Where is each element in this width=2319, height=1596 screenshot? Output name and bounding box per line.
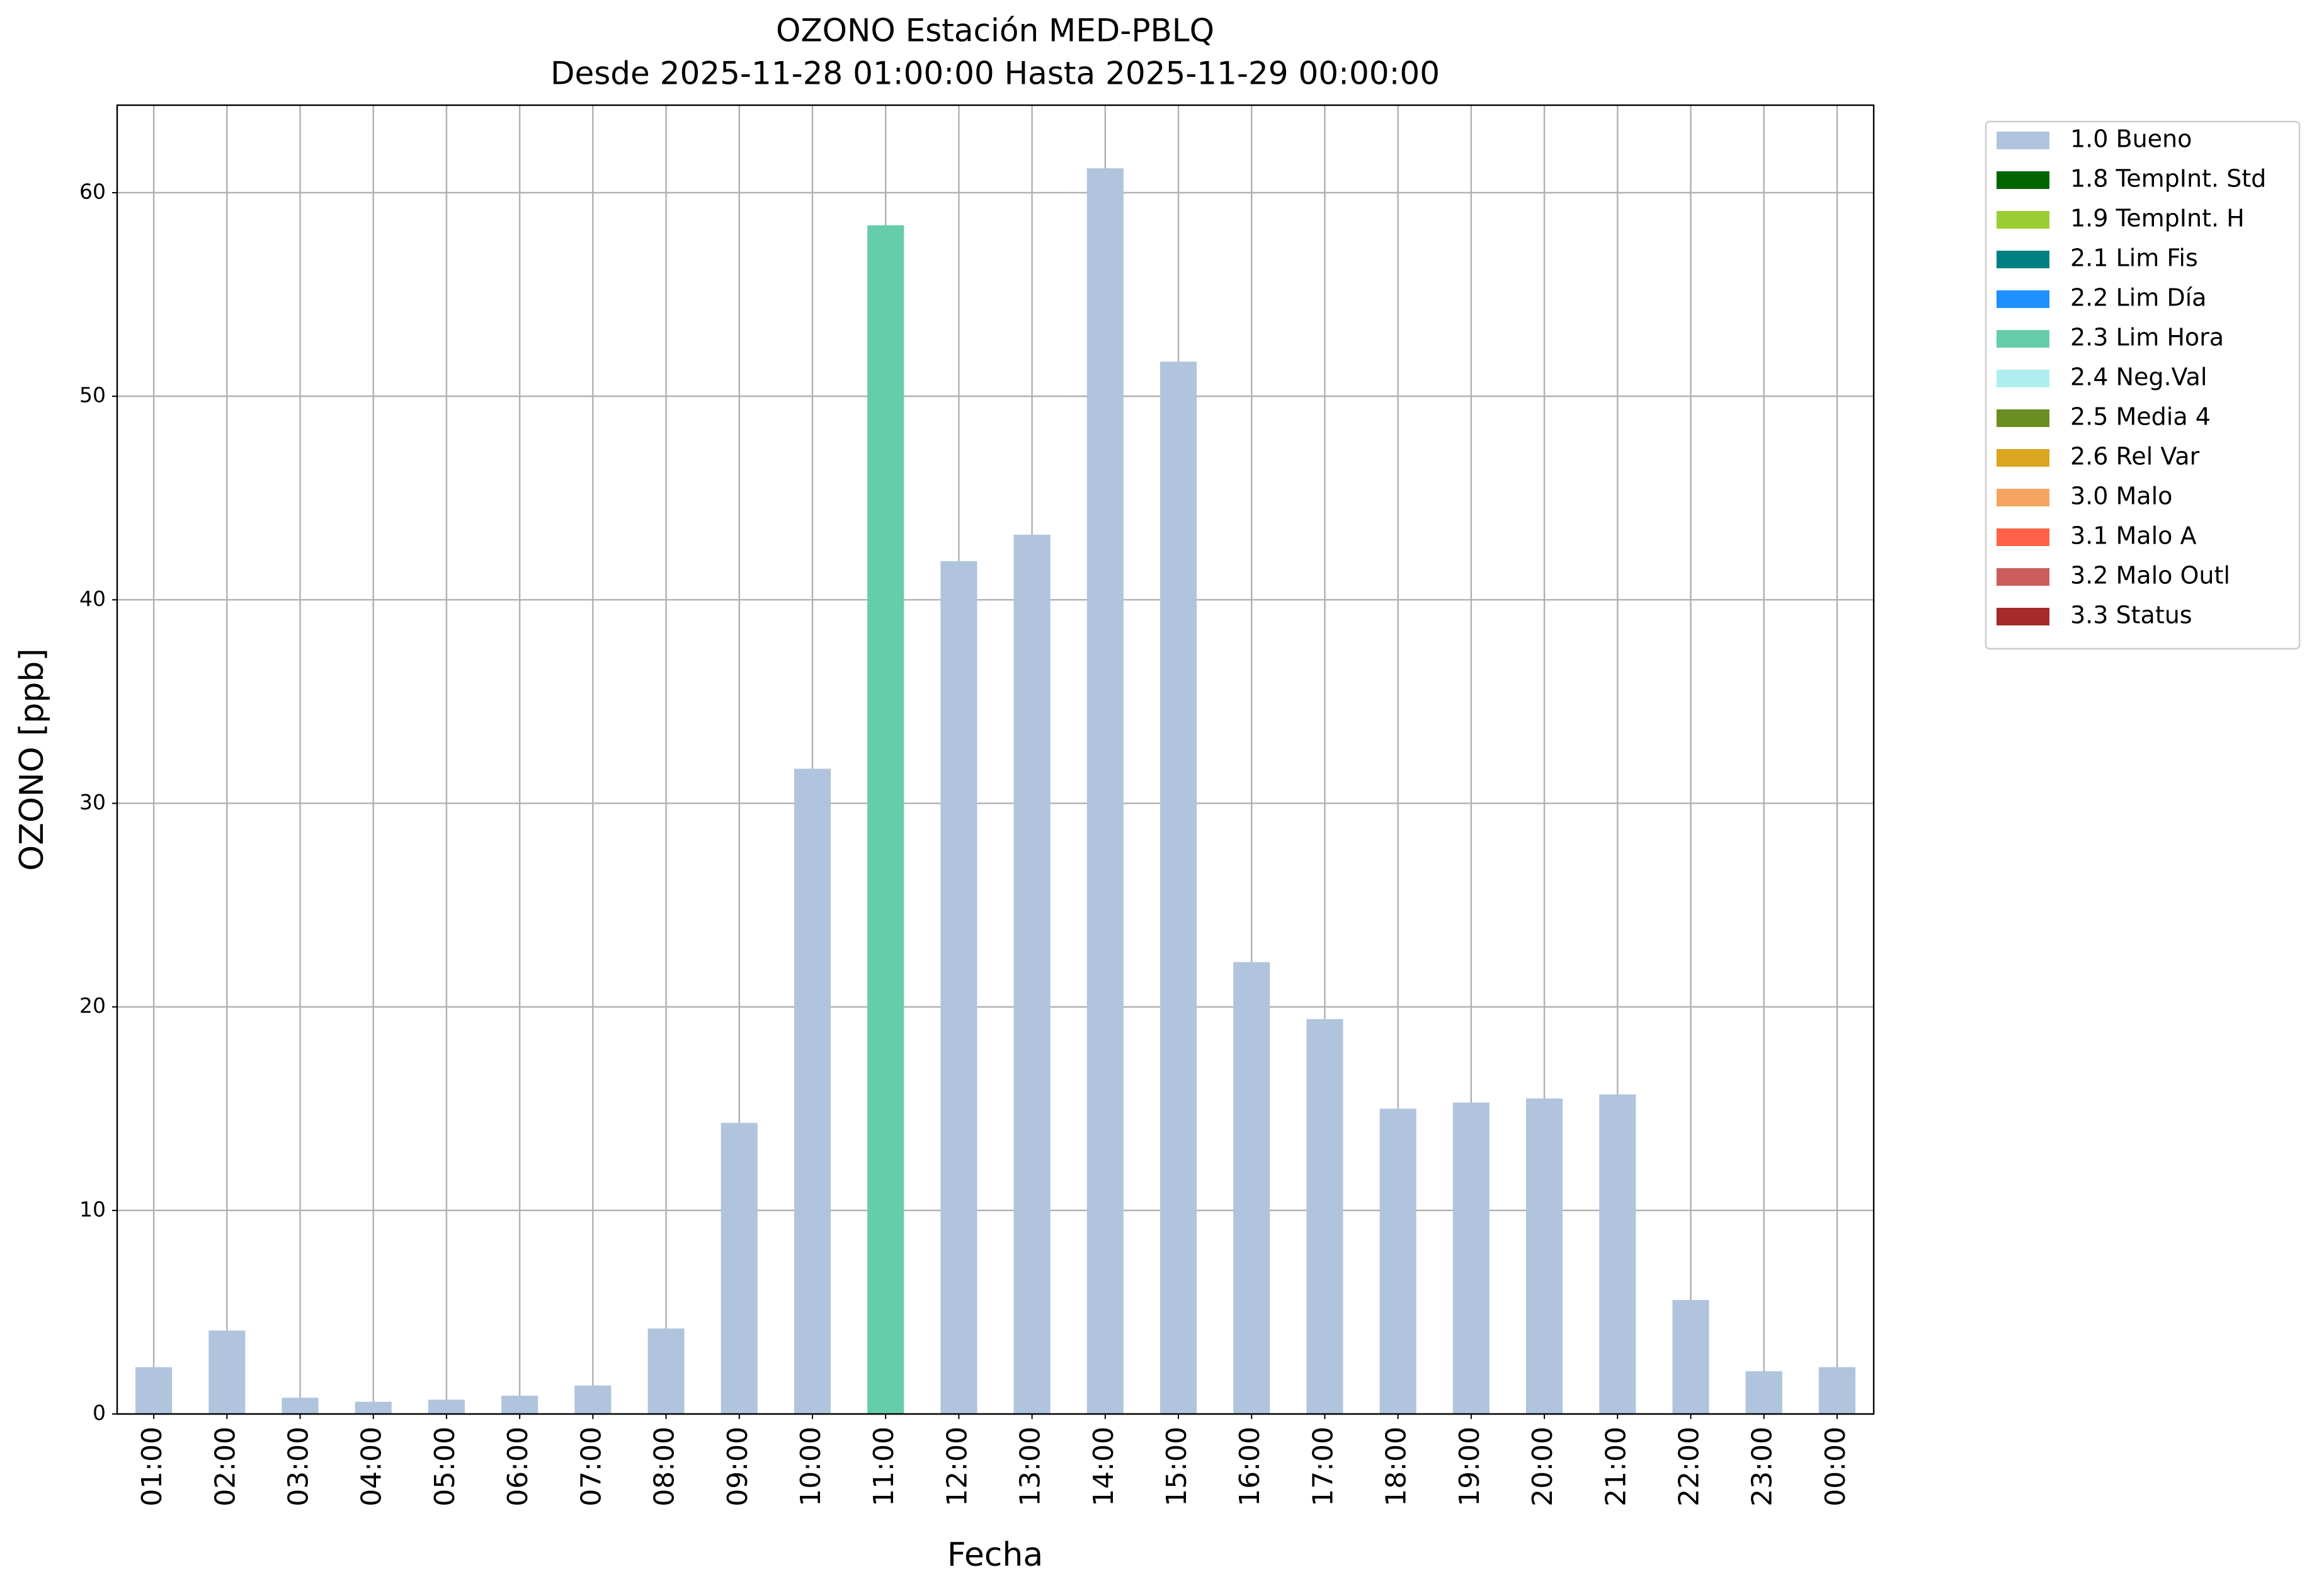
x-tick-label: 21:00 — [1600, 1427, 1632, 1507]
chart-title: OZONO Estación MED-PBLQ — [776, 13, 1214, 49]
x-axis-label: Fecha — [947, 1536, 1043, 1574]
y-tick-label: 10 — [79, 1197, 106, 1221]
legend-swatch — [1997, 211, 2049, 229]
legend-label: 3.1 Malo A — [2070, 522, 2196, 550]
legend-label: 2.3 Lim Hora — [2070, 324, 2224, 351]
bar — [1306, 1019, 1343, 1414]
x-tick-label: 07:00 — [575, 1427, 607, 1507]
bar — [501, 1395, 538, 1414]
bar — [282, 1398, 319, 1414]
x-tick-label: 15:00 — [1161, 1427, 1193, 1507]
bar — [1160, 362, 1197, 1414]
x-tick-label: 20:00 — [1527, 1427, 1559, 1507]
x-tick-label: 16:00 — [1234, 1427, 1266, 1507]
x-tick-label: 19:00 — [1454, 1427, 1486, 1507]
y-axis-label: OZONO [ppb] — [13, 648, 51, 870]
legend-label: 3.2 Malo Outl — [2070, 562, 2230, 590]
bar — [1526, 1098, 1563, 1414]
x-tick-label: 11:00 — [868, 1427, 900, 1507]
x-tick-label: 14:00 — [1088, 1427, 1120, 1507]
y-tick-label: 30 — [79, 790, 106, 814]
bar — [721, 1122, 758, 1414]
bar — [1818, 1367, 1855, 1414]
plot-frame — [116, 104, 1875, 1415]
legend-swatch — [1997, 608, 2049, 625]
bar — [1452, 1102, 1490, 1414]
x-tick-label: 08:00 — [649, 1427, 681, 1507]
bar — [355, 1401, 392, 1414]
bar — [1599, 1094, 1636, 1414]
legend-label: 2.1 Lim Fis — [2070, 244, 2198, 272]
bar — [1745, 1371, 1782, 1414]
x-tick-label: 03:00 — [283, 1427, 315, 1507]
bar — [135, 1367, 173, 1414]
legend-box — [1985, 120, 2301, 650]
x-tick-label: 18:00 — [1381, 1427, 1413, 1507]
x-tick-label: 02:00 — [209, 1427, 241, 1507]
x-tick-label: 01:00 — [136, 1427, 168, 1507]
x-tick-label: 06:00 — [502, 1427, 534, 1507]
x-tick-label: 23:00 — [1746, 1427, 1779, 1507]
bar — [647, 1328, 685, 1414]
legend-label: 1.0 Bueno — [2070, 125, 2192, 153]
x-tick-label: 13:00 — [1015, 1427, 1047, 1507]
x-tick-label: 17:00 — [1307, 1427, 1339, 1507]
x-tick-label: 12:00 — [941, 1427, 973, 1507]
bar — [940, 561, 977, 1414]
bar — [208, 1330, 246, 1414]
legend-swatch — [1997, 330, 2049, 348]
legend-label: 3.3 Status — [2070, 601, 2192, 629]
y-tick-label: 40 — [79, 586, 106, 611]
legend-swatch — [1997, 251, 2049, 268]
legend-label: 1.9 TempInt. H — [2070, 205, 2245, 232]
bar — [1672, 1300, 1709, 1414]
bar — [1233, 962, 1270, 1414]
legend-label: 2.5 Media 4 — [2070, 403, 2211, 431]
legend-swatch — [1997, 528, 2049, 546]
y-tick-label: 50 — [79, 383, 106, 408]
bar — [1379, 1109, 1416, 1414]
x-tick-label: 04:00 — [356, 1427, 388, 1507]
bar — [428, 1399, 465, 1414]
chart-subtitle: Desde 2025-11-28 01:00:00 Hasta 2025-11-… — [550, 55, 1440, 92]
legend-swatch — [1997, 370, 2049, 387]
y-tick-label: 0 — [93, 1401, 106, 1425]
legend-swatch — [1997, 290, 2049, 308]
legend-label: 2.2 Lim Día — [2070, 284, 2206, 312]
x-tick-label: 10:00 — [795, 1427, 827, 1507]
bar — [867, 225, 904, 1414]
y-tick-label: 20 — [79, 993, 106, 1018]
legend-label: 3.0 Malo — [2070, 482, 2172, 510]
x-tick-label: 22:00 — [1673, 1427, 1705, 1507]
legend-label: 2.6 Rel Var — [2070, 443, 2200, 470]
bar — [1086, 168, 1124, 1415]
bar — [574, 1385, 612, 1414]
x-tick-label: 09:00 — [722, 1427, 754, 1507]
bar — [1013, 534, 1051, 1414]
legend-label: 2.4 Neg.Val — [2070, 363, 2207, 391]
legend-label: 1.8 TempInt. Std — [2070, 165, 2266, 193]
legend-swatch — [1997, 171, 2049, 189]
x-tick-label: 05:00 — [429, 1427, 461, 1507]
bar — [794, 768, 831, 1414]
y-tick-label: 60 — [79, 179, 106, 203]
legend-swatch — [1997, 489, 2049, 506]
legend-swatch — [1997, 132, 2049, 149]
legend-swatch — [1997, 449, 2049, 467]
legend-swatch — [1997, 568, 2049, 586]
x-tick-label: 00:00 — [1820, 1427, 1852, 1507]
legend-swatch — [1997, 409, 2049, 427]
